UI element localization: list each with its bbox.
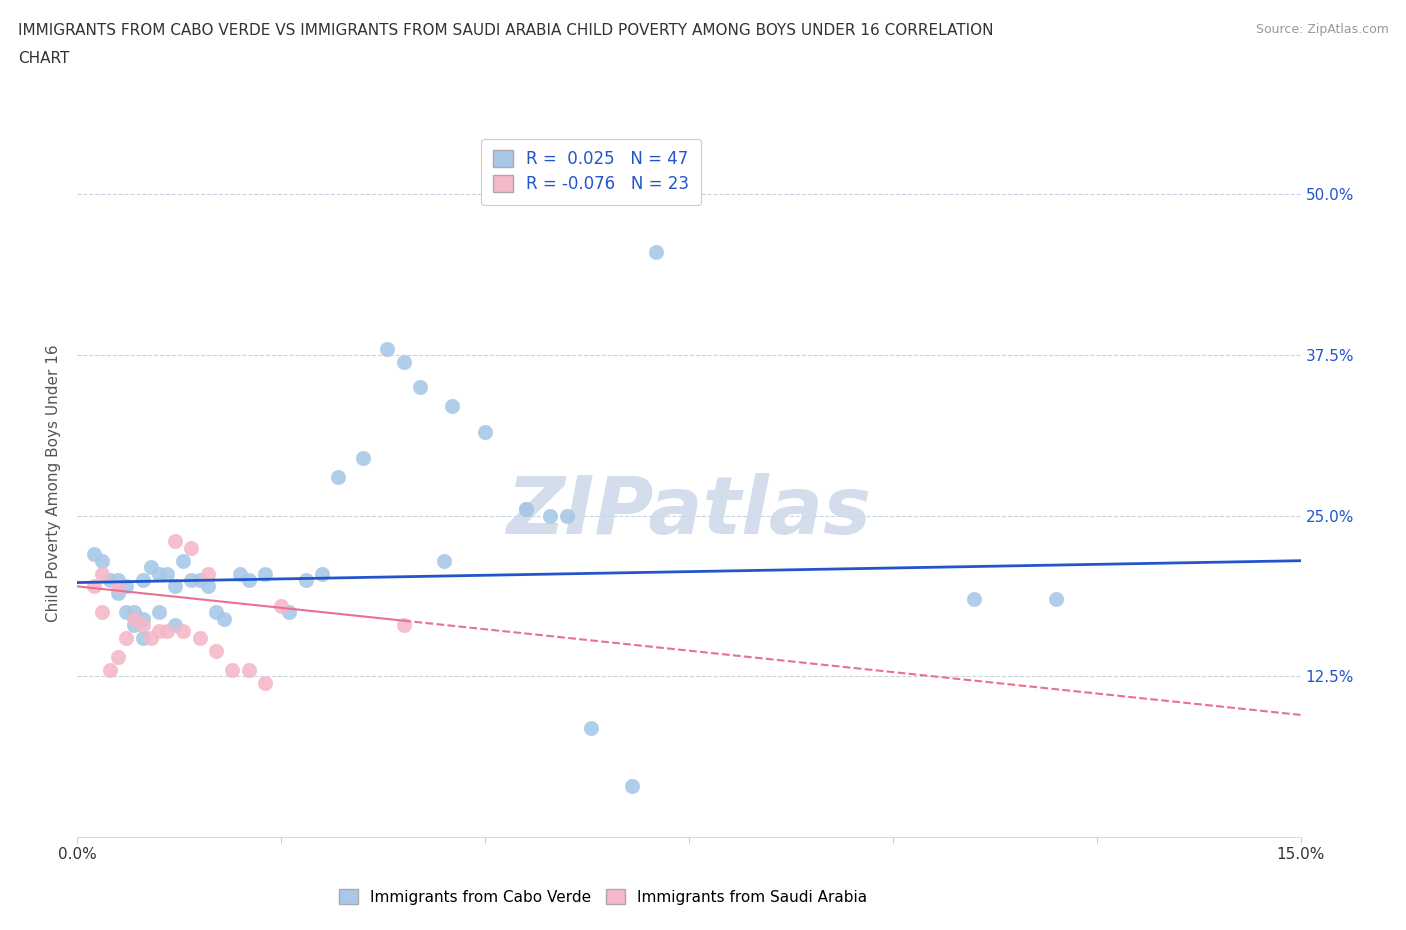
Point: [645, 245, 668, 259]
Point: [107, 650, 129, 665]
Point: [107, 573, 129, 588]
Point: [188, 631, 211, 645]
Point: [212, 611, 235, 626]
Point: [148, 604, 170, 619]
Point: [238, 573, 260, 588]
Point: [83, 579, 105, 594]
Point: [131, 611, 153, 626]
Point: [253, 566, 276, 581]
Point: [197, 579, 219, 594]
Point: [172, 553, 194, 568]
Point: [375, 341, 398, 356]
Point: [131, 618, 153, 632]
Point: [180, 573, 202, 588]
Point: [205, 644, 228, 658]
Point: [311, 566, 333, 581]
Text: CHART: CHART: [18, 51, 70, 66]
Legend: Immigrants from Cabo Verde, Immigrants from Saudi Arabia: Immigrants from Cabo Verde, Immigrants f…: [333, 883, 873, 910]
Point: [620, 778, 643, 793]
Point: [107, 585, 129, 600]
Point: [294, 573, 316, 588]
Point: [165, 579, 187, 594]
Point: [115, 604, 138, 619]
Point: [131, 573, 153, 588]
Point: [538, 509, 561, 524]
Point: [180, 540, 202, 555]
Point: [148, 624, 170, 639]
Point: [409, 379, 432, 394]
Point: [90, 566, 112, 581]
Point: [124, 611, 146, 626]
Point: [131, 631, 153, 645]
Point: [156, 624, 179, 639]
Point: [1045, 591, 1067, 606]
Point: [98, 662, 121, 677]
Point: [392, 618, 415, 632]
Y-axis label: Child Poverty Among Boys Under 16: Child Poverty Among Boys Under 16: [46, 345, 62, 622]
Point: [124, 604, 146, 619]
Point: [188, 573, 211, 588]
Point: [474, 425, 496, 440]
Point: [115, 579, 138, 594]
Point: [515, 502, 537, 517]
Point: [270, 598, 292, 613]
Point: [278, 604, 301, 619]
Point: [352, 450, 374, 465]
Point: [124, 618, 146, 632]
Point: [98, 573, 121, 588]
Point: [165, 618, 187, 632]
Point: [515, 502, 537, 517]
Point: [197, 566, 219, 581]
Point: [172, 624, 194, 639]
Point: [205, 604, 228, 619]
Point: [139, 631, 162, 645]
Point: [156, 566, 179, 581]
Point: [441, 399, 464, 414]
Point: [433, 553, 456, 568]
Point: [107, 579, 129, 594]
Point: [148, 566, 170, 581]
Point: [90, 604, 112, 619]
Point: [238, 662, 260, 677]
Point: [229, 566, 252, 581]
Point: [90, 553, 112, 568]
Point: [392, 354, 415, 369]
Point: [221, 662, 243, 677]
Text: Source: ZipAtlas.com: Source: ZipAtlas.com: [1256, 23, 1389, 36]
Text: ZIPatlas: ZIPatlas: [506, 472, 872, 551]
Point: [555, 509, 578, 524]
Point: [83, 547, 105, 562]
Text: IMMIGRANTS FROM CABO VERDE VS IMMIGRANTS FROM SAUDI ARABIA CHILD POVERTY AMONG B: IMMIGRANTS FROM CABO VERDE VS IMMIGRANTS…: [18, 23, 994, 38]
Point: [328, 470, 350, 485]
Point: [579, 721, 602, 736]
Point: [253, 675, 276, 690]
Point: [139, 560, 162, 575]
Point: [115, 631, 138, 645]
Point: [165, 534, 187, 549]
Point: [963, 591, 986, 606]
